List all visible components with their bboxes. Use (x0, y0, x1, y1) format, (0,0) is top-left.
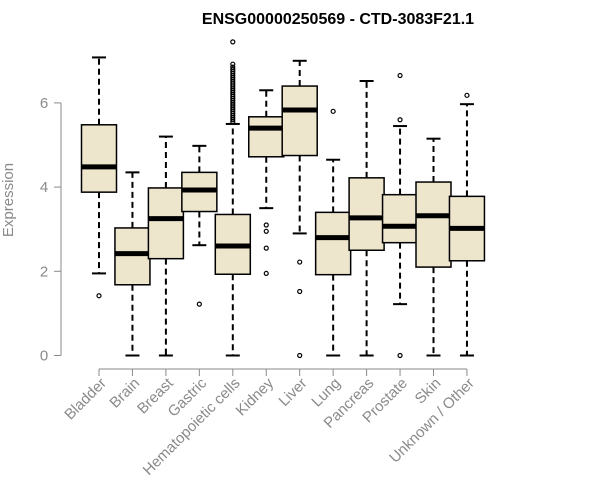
iqr-box (114, 227, 151, 286)
y-tick-label: 4 (40, 179, 48, 196)
outlier-point (230, 39, 236, 45)
y-tick-label: 2 (40, 263, 48, 280)
outlier-point (397, 117, 403, 123)
outlier-point (297, 352, 303, 359)
outlier-point (96, 293, 102, 299)
outlier-point (263, 228, 269, 234)
box-gastric (181, 144, 218, 307)
iqr-box (248, 116, 285, 158)
iqr-box (314, 211, 352, 276)
outlier-point (297, 288, 303, 295)
box-prostate (381, 72, 419, 359)
iqr-box (80, 124, 118, 193)
outlier-point (196, 301, 202, 307)
y-axis: 0 2 4 6 (40, 95, 62, 365)
y-tick-label: 0 (40, 348, 48, 365)
outlier-point (263, 245, 269, 251)
outlier-point (297, 259, 303, 265)
outlier-point (263, 222, 269, 228)
box-unknown-other (448, 92, 486, 357)
iqr-box (348, 177, 385, 251)
outlier-point (263, 270, 269, 277)
outlier-point (330, 108, 336, 114)
box-breast (147, 135, 185, 357)
x-tick-label: Kidney (233, 374, 278, 419)
iqr-box (415, 181, 452, 268)
y-axis-label: Expression (0, 163, 17, 237)
iqr-box (281, 85, 318, 157)
box-lung (314, 108, 352, 357)
box-bladder (80, 56, 118, 299)
chart-title: ENSG00000250569 - CTD-3083F21.1 (202, 11, 474, 28)
outlier-point (397, 72, 403, 79)
box-pancreas (348, 80, 385, 357)
boxes-group (80, 39, 486, 359)
outlier-point (397, 352, 403, 359)
iqr-box (381, 193, 419, 244)
outlier-point (230, 66, 236, 72)
outlier-point (230, 61, 236, 67)
x-tick-label: Bladder (61, 375, 110, 424)
y-tick-label: 6 (40, 95, 48, 112)
box-hematopoietic-cells (214, 39, 252, 357)
outlier-point (230, 64, 236, 70)
outlier-point (464, 92, 470, 98)
iqr-box (147, 187, 185, 260)
x-tick-label: Liver (276, 375, 311, 410)
box-liver (281, 59, 318, 359)
box-brain (114, 171, 151, 357)
box-kidney (248, 89, 285, 277)
box-skin (415, 137, 452, 357)
